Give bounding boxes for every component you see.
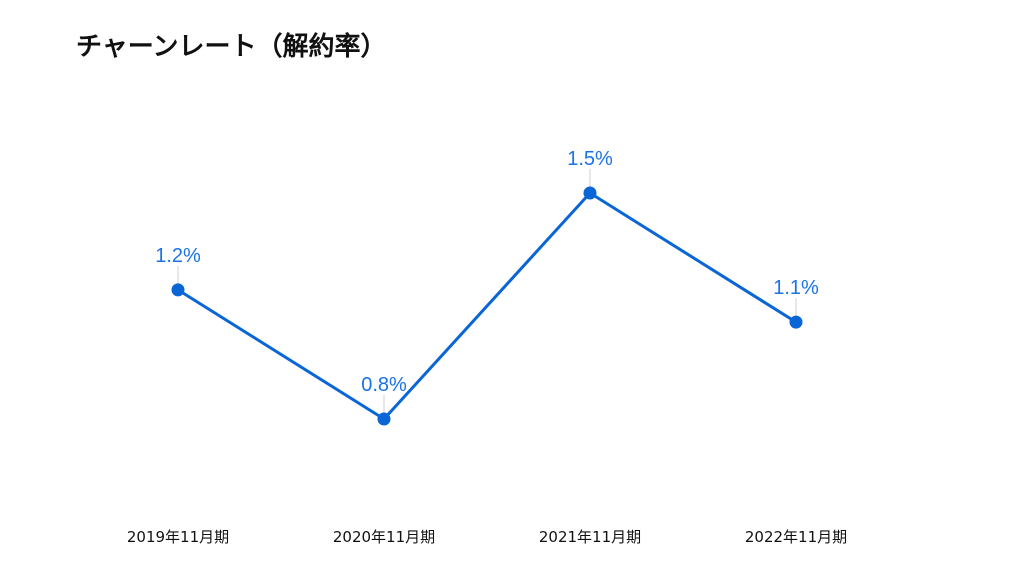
- data-label: 1.2%: [155, 245, 201, 267]
- data-label: 1.5%: [567, 148, 613, 170]
- data-label: 0.8%: [361, 374, 407, 396]
- data-point: [377, 412, 391, 426]
- x-axis-label: 2021年11月期: [539, 528, 641, 546]
- data-label: 1.1%: [773, 277, 819, 299]
- x-axis-label: 2020年11月期: [333, 528, 435, 546]
- x-axis-labels: 2019年11月期 2020年11月期 2021年11月期 2022年11月期: [127, 528, 847, 546]
- x-axis-label: 2019年11月期: [127, 528, 229, 546]
- data-labels: 1.2% 0.8% 1.5% 1.1%: [155, 148, 819, 396]
- data-point: [583, 186, 597, 200]
- x-axis-label: 2022年11月期: [745, 528, 847, 546]
- data-points: [171, 186, 803, 426]
- data-point: [789, 315, 803, 329]
- chart-title: チャーンレート（解約率）: [76, 32, 387, 62]
- leader-lines: [177, 169, 797, 413]
- data-point: [171, 283, 185, 297]
- series-line: [176, 191, 798, 421]
